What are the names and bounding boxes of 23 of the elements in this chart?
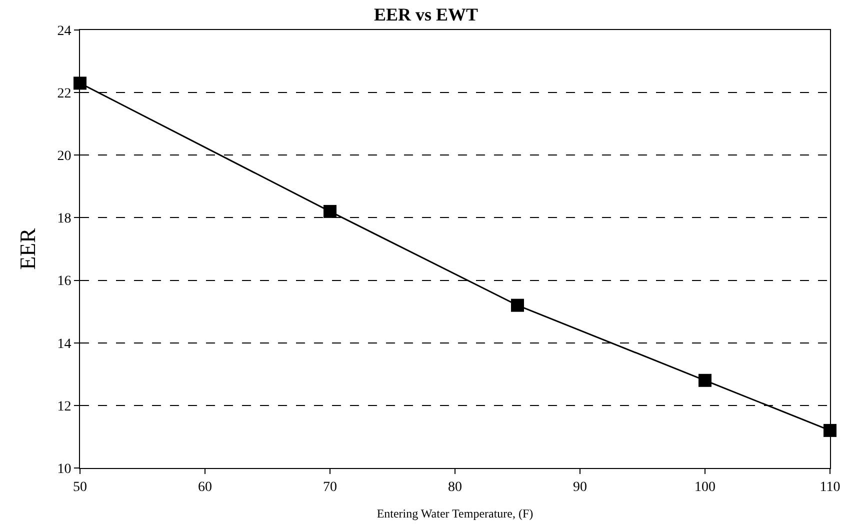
x-tick-label: 70 (323, 480, 337, 495)
chart-title: EER vs EWT (374, 4, 478, 25)
y-tick-label: 14 (57, 336, 72, 352)
x-tick-label: 90 (573, 480, 587, 495)
y-tick-label: 24 (57, 24, 72, 39)
y-tick-label: 22 (57, 86, 72, 102)
x-tick-label: 50 (73, 480, 87, 495)
point (698, 374, 712, 387)
y-tick-label: 10 (57, 462, 72, 477)
x-axis-title: Entering Water Temperature, (F) (376, 506, 534, 521)
y-axis-title: EER (15, 228, 40, 270)
y-tick-label: 16 (57, 274, 72, 290)
x-tick-label: 110 (820, 480, 840, 495)
x-tick-label: 80 (448, 480, 462, 495)
x-tick-label: 100 (694, 480, 716, 495)
y-tick-label: 20 (57, 149, 72, 164)
y-tick-label: 12 (57, 399, 72, 414)
point (324, 204, 336, 218)
y-tick-label: 18 (57, 212, 72, 227)
point (74, 76, 86, 90)
point (824, 424, 836, 437)
x-tick-label: 60 (198, 480, 212, 495)
point (511, 298, 524, 312)
